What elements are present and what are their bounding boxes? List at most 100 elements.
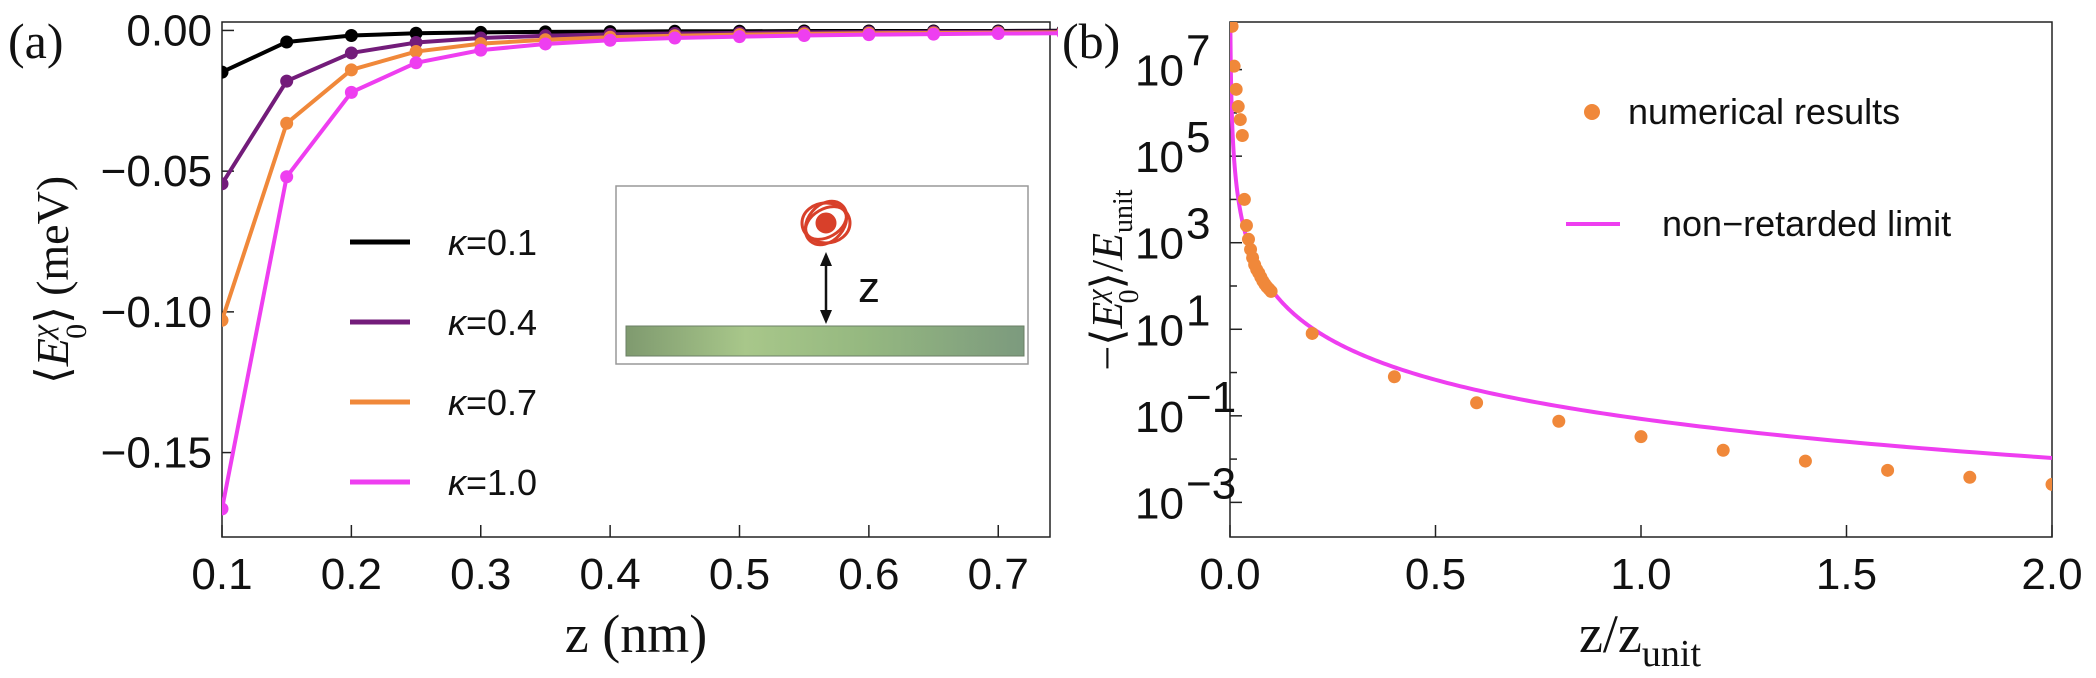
data-point bbox=[1237, 192, 1251, 206]
y-tick-label: 10 bbox=[1135, 47, 1184, 96]
data-point bbox=[668, 31, 682, 45]
inset-surface bbox=[625, 325, 1025, 357]
data-point bbox=[344, 29, 358, 43]
data-point bbox=[1056, 29, 1058, 38]
data-point bbox=[603, 33, 617, 47]
panel-b-x-label: z/zunit bbox=[1579, 604, 1702, 675]
legend-label-numerical: numerical results bbox=[1628, 91, 1900, 132]
data-point bbox=[280, 74, 294, 88]
data-point bbox=[222, 177, 229, 191]
panel-b-y-label: −⟨Eχ0⟩/Eunit bbox=[1082, 189, 1145, 370]
x-tick-label: 0.0 bbox=[1199, 550, 1260, 599]
data-point bbox=[1233, 113, 1247, 127]
y-tick-label: 10 bbox=[1135, 220, 1184, 269]
data-point bbox=[1230, 82, 1243, 96]
legend-label: κ=0.7 bbox=[448, 382, 537, 423]
y-tick-label: 10 bbox=[1135, 133, 1184, 182]
data-point bbox=[1235, 129, 1249, 143]
x-tick-label: 0.2 bbox=[321, 550, 382, 599]
y-tick-exponent: 3 bbox=[1186, 200, 1210, 249]
panel-a-label: (a) bbox=[8, 13, 64, 69]
data-point bbox=[1716, 443, 1730, 457]
data-point bbox=[1387, 370, 1401, 384]
data-point bbox=[538, 37, 552, 51]
panel-a-inset: z bbox=[615, 185, 1029, 365]
data-point bbox=[1552, 414, 1566, 428]
data-point bbox=[222, 502, 229, 516]
panel-a-x-label: z (nm) bbox=[565, 604, 707, 664]
panel-a-series bbox=[222, 24, 1058, 516]
x-tick-label: 0.3 bbox=[450, 550, 511, 599]
panel-a-y-ticks: 0.00 −0.05 −0.10 −0.15 bbox=[101, 6, 234, 478]
legend-marker-numerical bbox=[1584, 104, 1600, 120]
data-point bbox=[1798, 454, 1812, 468]
series-line bbox=[222, 31, 1058, 510]
x-tick-label: 0.7 bbox=[968, 550, 1029, 599]
y-tick-exponent: 1 bbox=[1186, 286, 1210, 335]
x-tick-label: 0.1 bbox=[191, 550, 252, 599]
legend-label: κ=1.0 bbox=[448, 462, 537, 503]
panel-a-x-ticks: 0.1 0.2 0.3 0.4 0.5 0.6 0.7 bbox=[191, 525, 1029, 599]
data-point bbox=[344, 63, 358, 77]
legend-label: κ=0.1 bbox=[448, 222, 537, 263]
data-point bbox=[797, 29, 811, 43]
data-point bbox=[733, 30, 746, 44]
data-point bbox=[1264, 284, 1278, 298]
data-point bbox=[222, 65, 229, 79]
y-tick-exponent: −3 bbox=[1186, 459, 1236, 508]
y-tick-label: 0.00 bbox=[126, 6, 212, 55]
data-point bbox=[1305, 326, 1319, 340]
data-point bbox=[280, 170, 294, 184]
data-point bbox=[474, 43, 488, 57]
panel-a-legend: κ=0.1 κ=0.4 κ=0.7 κ=1.0 bbox=[350, 222, 537, 503]
panel-b-series bbox=[1230, 22, 2052, 491]
panel-b-label: (b) bbox=[1062, 13, 1120, 69]
data-point bbox=[1230, 59, 1241, 73]
y-tick-label: 10 bbox=[1135, 479, 1184, 528]
panel-a: (a) 0.00−0.05−0.10−0.15 0.1 0.2 0.3 0.4 0.5 0… bbox=[8, 6, 1058, 664]
data-point bbox=[409, 56, 423, 70]
x-tick-label: 1.0 bbox=[1610, 550, 1671, 599]
y-tick-label: −0.10 bbox=[101, 288, 212, 337]
data-point bbox=[2045, 477, 2052, 491]
data-point bbox=[409, 26, 423, 40]
data-point bbox=[222, 313, 229, 327]
panel-b-legend: numerical results non−retarded limit bbox=[1566, 91, 1951, 244]
svg-text:−⟨Eχ0⟩/Eunit: −⟨Eχ0⟩/Eunit bbox=[1082, 189, 1145, 370]
data-point bbox=[1881, 463, 1895, 477]
panel-b-x-ticks: 0.0 0.5 1.0 1.5 2.0 bbox=[1199, 525, 2083, 599]
data-point bbox=[862, 28, 876, 42]
data-point bbox=[280, 116, 294, 130]
panel-a-frame bbox=[221, 21, 1051, 538]
inset-atom-icon bbox=[800, 199, 852, 247]
data-point bbox=[1470, 396, 1484, 410]
data-point bbox=[1230, 22, 1239, 33]
data-point bbox=[280, 35, 294, 49]
data-point bbox=[344, 85, 358, 99]
svg-text:⟨Eχ0⟩(meV): ⟨Eχ0⟩(meV) bbox=[26, 176, 93, 384]
data-point bbox=[1231, 100, 1245, 114]
y-tick-exponent: 5 bbox=[1186, 113, 1210, 162]
y-tick-exponent: 7 bbox=[1186, 27, 1210, 76]
legend-label: κ=0.4 bbox=[448, 302, 537, 343]
legend-label-nonretarded: non−retarded limit bbox=[1662, 203, 1951, 244]
data-point bbox=[1239, 218, 1253, 232]
panel-a-y-label: ⟨Eχ0⟩(meV) bbox=[26, 176, 93, 384]
y-tick-label: −0.05 bbox=[101, 147, 212, 196]
data-point bbox=[1634, 430, 1648, 444]
data-point bbox=[344, 46, 358, 60]
inset-z-label: z bbox=[858, 263, 880, 312]
x-tick-label: 0.6 bbox=[838, 550, 899, 599]
x-tick-label: 0.4 bbox=[580, 550, 641, 599]
x-tick-label: 1.5 bbox=[1816, 550, 1877, 599]
x-tick-label: 0.5 bbox=[709, 550, 770, 599]
y-tick-label: 10 bbox=[1135, 393, 1184, 442]
data-point bbox=[1963, 470, 1977, 484]
y-tick-exponent: −1 bbox=[1186, 373, 1236, 422]
data-point bbox=[409, 36, 423, 50]
x-tick-label: 2.0 bbox=[2021, 550, 2082, 599]
data-point bbox=[991, 27, 1005, 41]
